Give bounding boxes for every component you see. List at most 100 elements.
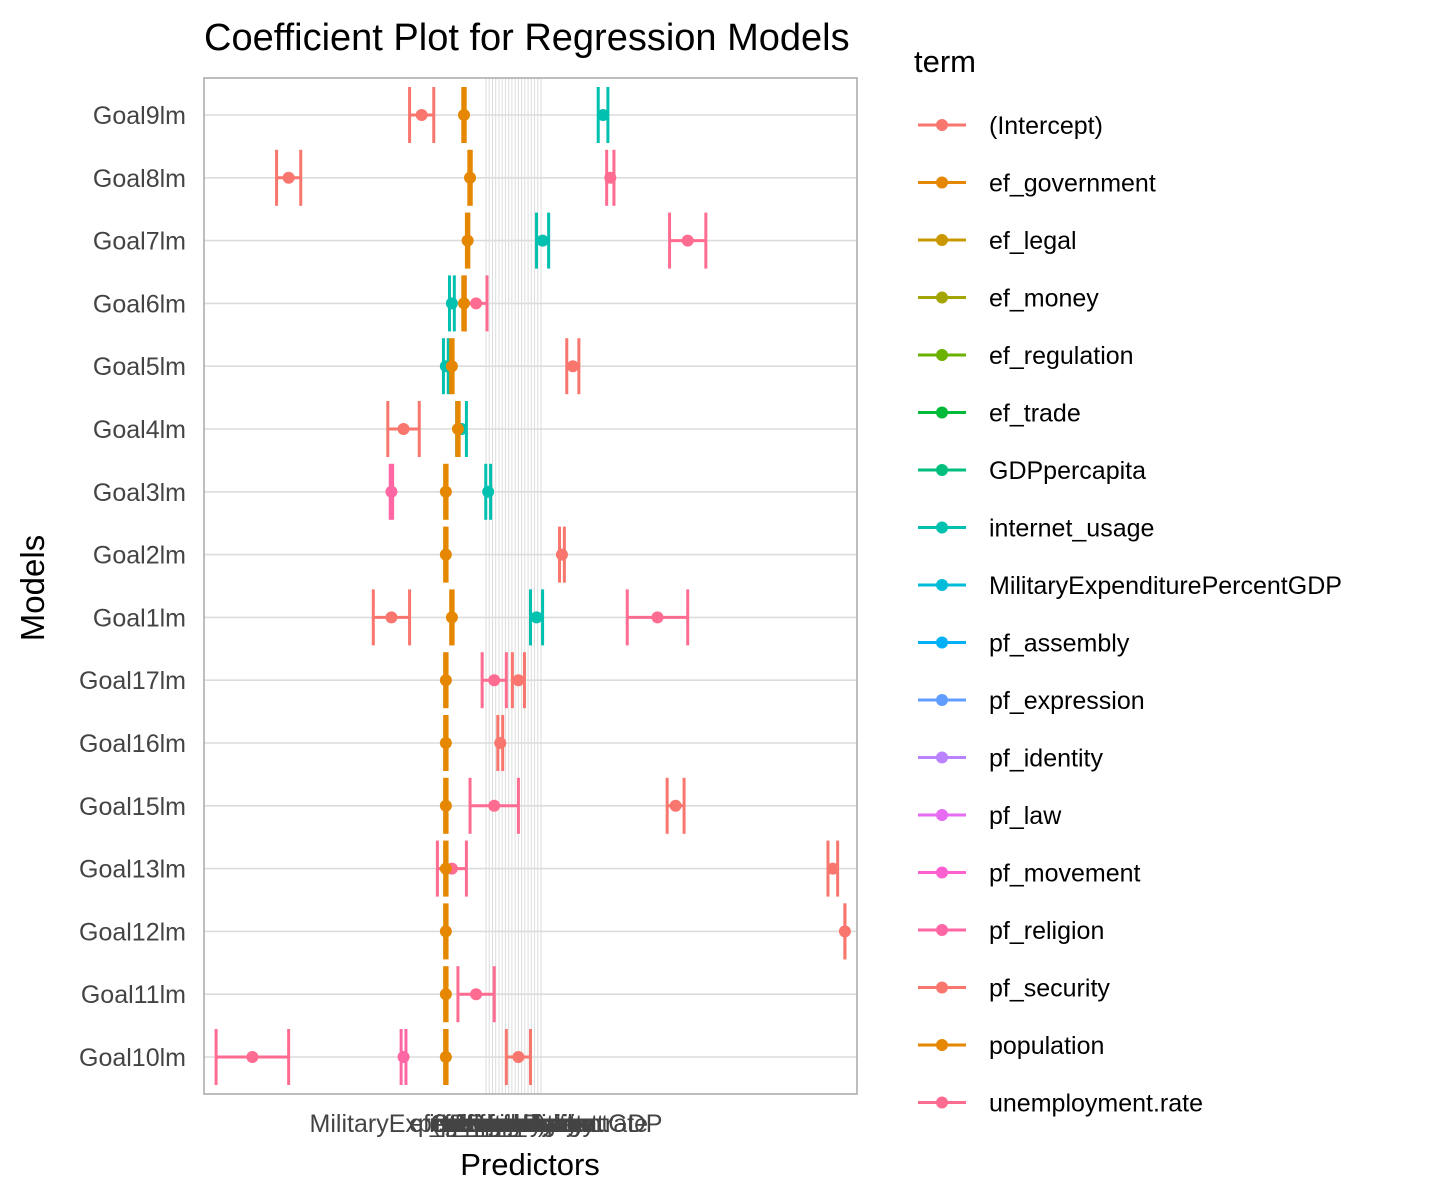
y-tick-label: Goal7lm xyxy=(93,228,186,256)
y-tick-label: Goal2lm xyxy=(93,542,186,570)
x-tick-label: GDPpercapita xyxy=(430,1110,587,1138)
x-tick-label: ef_regulation xyxy=(430,1110,575,1138)
legend-key-point xyxy=(936,751,948,764)
coef-errorbar xyxy=(461,212,474,269)
legend-key-point xyxy=(936,119,948,131)
legend-key-point xyxy=(936,406,948,419)
coef-errorbar xyxy=(439,1029,452,1085)
legend-item: pf_security xyxy=(918,975,1110,1003)
coef-errorbar xyxy=(838,903,851,960)
coef-point xyxy=(451,423,464,435)
coef-point xyxy=(415,109,428,121)
coef-errorbar xyxy=(535,212,551,269)
y-tick-label: Goal13lm xyxy=(79,856,186,884)
coef-point xyxy=(439,548,452,561)
y-tick-label: Goal9lm xyxy=(93,102,186,130)
y-tick-label: Goal6lm xyxy=(93,290,186,318)
coef-errorbar xyxy=(214,1029,291,1085)
coef-errorbar xyxy=(456,966,496,1023)
coef-errorbar xyxy=(386,401,421,457)
coef-errorbar xyxy=(596,87,610,143)
coef-point xyxy=(530,611,543,624)
x-tick-label: ef_money xyxy=(444,1110,554,1138)
legend-item: pf_assembly xyxy=(918,630,1130,658)
coef-errorbar xyxy=(826,840,840,897)
x-tick-label: ef_legal xyxy=(452,1110,540,1138)
coef-errorbar xyxy=(439,966,452,1023)
coef-point xyxy=(681,234,694,247)
coef-point xyxy=(651,611,664,624)
legend-key-point xyxy=(936,291,948,304)
x-tick-label: pf_security xyxy=(474,1110,595,1138)
coef-errorbar xyxy=(439,903,452,960)
coef-point xyxy=(439,862,452,875)
coef-errorbar xyxy=(435,840,468,897)
coef-errorbar xyxy=(668,212,708,269)
legend-key-point xyxy=(936,636,948,649)
y-tick-label: Goal3lm xyxy=(93,479,186,507)
coef-point xyxy=(445,360,458,373)
coef-errorbar xyxy=(604,149,617,206)
legend-key-point xyxy=(936,521,948,534)
x-tick-label: pf_identity xyxy=(465,1110,579,1138)
legend-label: pf_security xyxy=(989,975,1110,1003)
coef-point xyxy=(439,737,452,749)
y-tick-label: Goal5lm xyxy=(93,353,186,381)
legend-key-point xyxy=(936,464,948,476)
legend-label: pf_law xyxy=(989,802,1062,830)
coef-errorbar xyxy=(480,652,508,709)
legend-label: pf_religion xyxy=(989,917,1104,945)
x-tick-label: pf_expression xyxy=(441,1110,597,1138)
legend-key-point xyxy=(936,176,948,189)
coef-errorbar xyxy=(529,589,545,646)
coef-errorbar xyxy=(439,652,452,709)
y-tick-label: Goal11lm xyxy=(81,981,186,1009)
x-tick-label: ef_trade xyxy=(460,1110,552,1138)
coef-point xyxy=(445,611,458,624)
coef-point xyxy=(470,297,483,310)
coef-point xyxy=(604,171,617,184)
coef-point xyxy=(512,674,525,687)
y-tick-label: Goal15lm xyxy=(79,793,186,821)
legend-label: pf_assembly xyxy=(989,630,1130,658)
legend-label: MilitaryExpenditurePercentGDP xyxy=(989,572,1342,600)
y-tick-labels: Goal9lm Goal8lm Goal7lm Goal6lm Goal5lm Goal4… xyxy=(79,102,186,1072)
legend-key-point xyxy=(936,694,948,706)
legend-item: pf_law xyxy=(918,802,1062,830)
legend-item: unemployment.rate xyxy=(918,1090,1203,1118)
coef-point xyxy=(439,988,452,1001)
x-tick-label: pf_religion xyxy=(474,1110,589,1138)
coef-errorbar xyxy=(457,87,470,143)
x-tick-labels: MilitaryExpenditurePercentGDP(Intercept)… xyxy=(310,1110,663,1138)
x-tick-label: pf_assembly xyxy=(445,1110,586,1138)
legend-item: (Intercept) xyxy=(918,112,1103,140)
coef-errorbar xyxy=(275,149,303,206)
coef-point xyxy=(488,674,501,687)
legend-key-point xyxy=(936,924,948,936)
coef-errorbar xyxy=(625,589,690,646)
legend-item: pf_identity xyxy=(918,745,1103,773)
legend-label: ef_legal xyxy=(989,227,1077,255)
legend-item: pf_expression xyxy=(918,687,1145,715)
legend-key-point xyxy=(936,1096,948,1109)
legend-item: population xyxy=(918,1032,1104,1060)
coef-point xyxy=(439,485,452,498)
y-tick-label: Goal12lm xyxy=(79,918,186,946)
legend-label: pf_identity xyxy=(989,745,1103,773)
legend-item: MilitaryExpenditurePercentGDP xyxy=(918,572,1342,600)
coef-errorbar xyxy=(451,401,464,457)
coef-point xyxy=(439,674,452,687)
y-tick-label: Goal17lm xyxy=(79,667,186,695)
coef-point xyxy=(445,297,458,310)
coef-point xyxy=(669,799,682,812)
coef-errorbar xyxy=(439,526,452,583)
coef-point xyxy=(439,1051,452,1063)
legend-item: GDPpercapita xyxy=(918,457,1146,485)
legend-key-point xyxy=(936,349,948,361)
x-tick-label: pf_movement xyxy=(452,1110,604,1138)
legend-label: ef_trade xyxy=(989,400,1081,428)
legend-key-point xyxy=(936,981,948,994)
coef-point xyxy=(512,1051,525,1063)
legend-key-point xyxy=(936,809,948,821)
